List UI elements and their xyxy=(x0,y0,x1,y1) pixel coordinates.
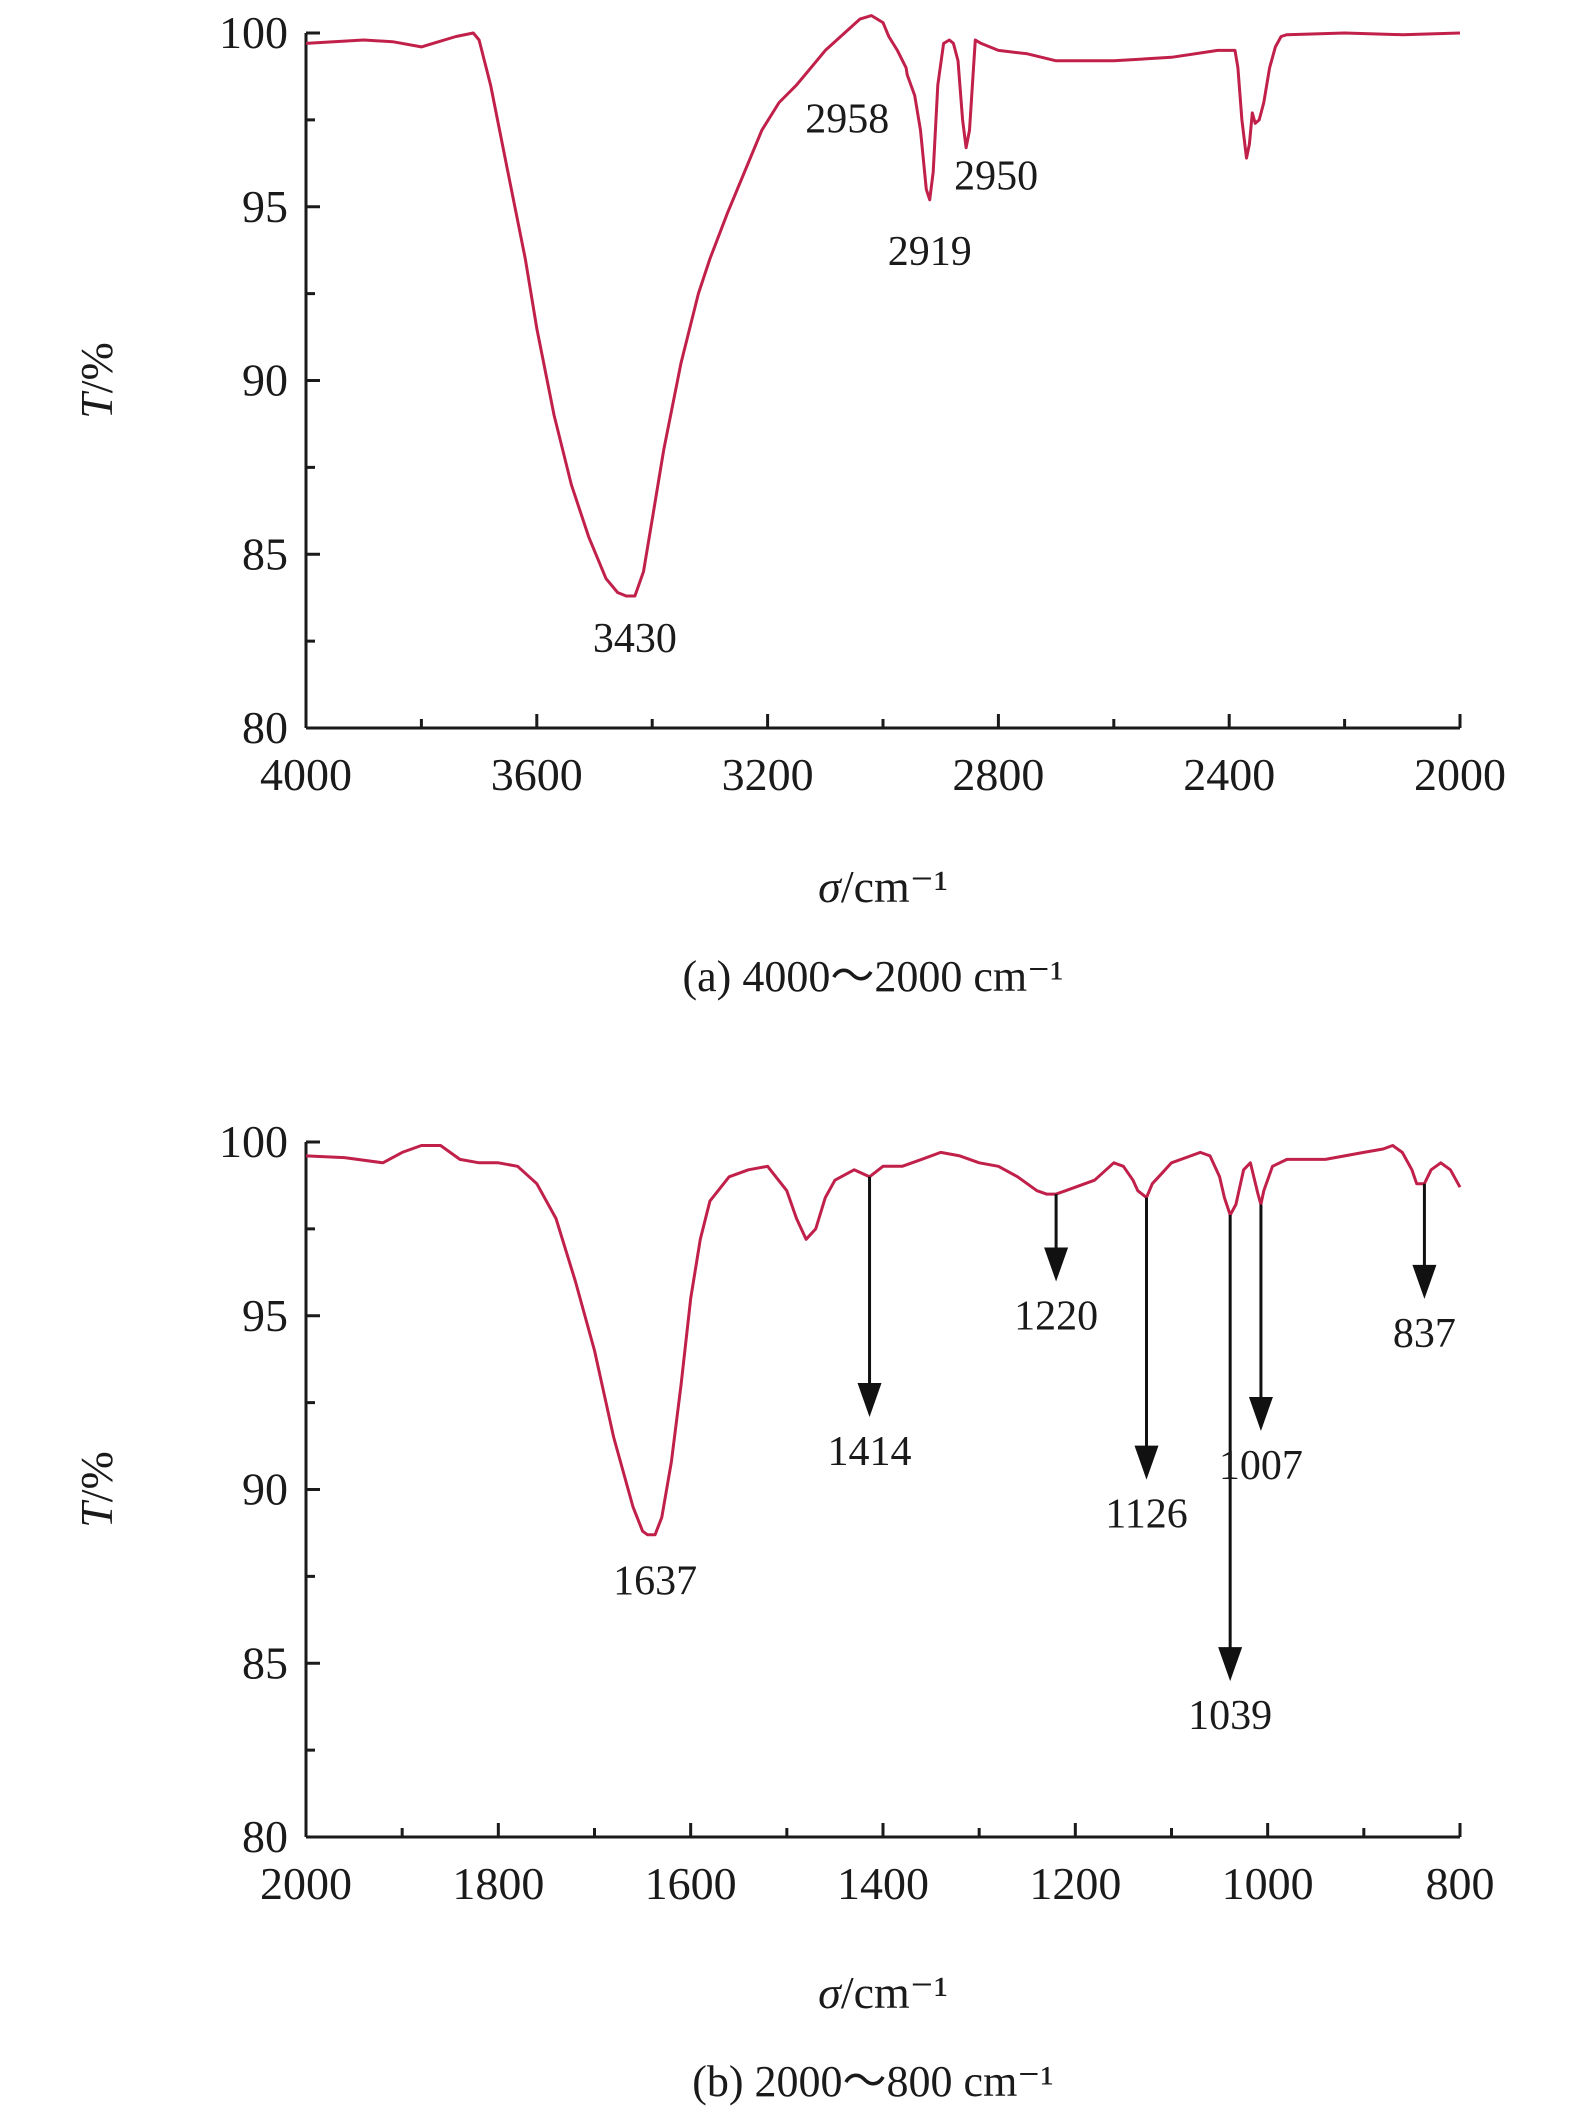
peak-label: 1414 xyxy=(828,1429,912,1475)
y-axis-label: T/% xyxy=(71,342,122,419)
x-tick-label: 1000 xyxy=(1222,1858,1314,1909)
peak-label: 837 xyxy=(1393,1311,1456,1357)
spectrum-line xyxy=(305,1144,1462,1537)
peak-label: 2950 xyxy=(954,154,1038,200)
y-tick-label: 95 xyxy=(242,1290,288,1341)
peak-label: 2958 xyxy=(805,97,889,143)
x-tick-label: 3600 xyxy=(491,749,583,800)
peak-label: 1220 xyxy=(1014,1294,1098,1340)
y-tick-label: 95 xyxy=(242,181,288,232)
x-axis-label: σ/cm⁻¹ xyxy=(818,861,948,912)
x-tick-label: 2400 xyxy=(1183,749,1275,800)
y-tick-label: 85 xyxy=(242,1637,288,1688)
y-tick-label: 100 xyxy=(219,7,288,58)
x-axis-unit: /cm⁻¹ xyxy=(841,861,948,912)
x-tick-label: 2000 xyxy=(1414,749,1506,800)
x-tick-label: 1400 xyxy=(837,1858,929,1909)
peak-arrow-head xyxy=(1218,1647,1243,1682)
x-axis-symbol: σ xyxy=(818,861,843,912)
peak-arrow-head xyxy=(1412,1264,1437,1299)
peak-label: 2919 xyxy=(888,229,972,275)
y-tick-label: 85 xyxy=(242,528,288,579)
x-tick-label: 2000 xyxy=(260,1858,352,1909)
peak-label: 1007 xyxy=(1219,1443,1303,1489)
y-tick-label: 90 xyxy=(242,1464,288,1515)
peak-arrow-head xyxy=(1248,1396,1273,1431)
y-axis-unit: /% xyxy=(71,1451,122,1502)
x-axis-symbol: σ xyxy=(818,1967,843,2018)
x-axis-label: σ/cm⁻¹ xyxy=(818,1967,948,2018)
peak-arrow-head xyxy=(1134,1445,1159,1480)
y-axis-symbol: T xyxy=(71,390,122,419)
x-tick-label: 2800 xyxy=(952,749,1044,800)
y-axis-unit: /% xyxy=(71,342,122,393)
peak-label: 1637 xyxy=(613,1559,697,1605)
x-tick-label: 4000 xyxy=(260,749,352,800)
peak-label: 1126 xyxy=(1105,1492,1187,1538)
y-tick-label: 100 xyxy=(219,1116,288,1167)
x-tick-label: 3200 xyxy=(722,749,814,800)
chart-caption: (b) 2000～800 cm⁻¹ xyxy=(692,2057,1053,2106)
x-tick-label: 1200 xyxy=(1029,1858,1121,1909)
chart-a: 80 85 90 95 100 4000 3600 3200 2800 2400 2000 σ/cm⁻… xyxy=(71,7,1506,1001)
y-axis-label: T/% xyxy=(71,1451,122,1528)
peak-label: 3430 xyxy=(593,616,677,662)
y-tick-label: 80 xyxy=(242,1811,288,1862)
peak-arrow-head xyxy=(857,1383,882,1418)
peak-arrow-head xyxy=(1044,1247,1069,1282)
x-tick-label: 1600 xyxy=(645,1858,737,1909)
peak-label: 1039 xyxy=(1188,1693,1272,1739)
x-axis-unit: /cm⁻¹ xyxy=(841,1967,948,2018)
spectrum-line xyxy=(305,14,1461,598)
chart-caption: (a) 4000～2000 cm⁻¹ xyxy=(682,952,1063,1001)
x-tick-label: 1800 xyxy=(452,1858,544,1909)
y-tick-label: 90 xyxy=(242,355,288,406)
y-axis-symbol: T xyxy=(71,1499,122,1528)
y-tick-label: 80 xyxy=(242,702,288,753)
x-tick-label: 800 xyxy=(1426,1858,1495,1909)
